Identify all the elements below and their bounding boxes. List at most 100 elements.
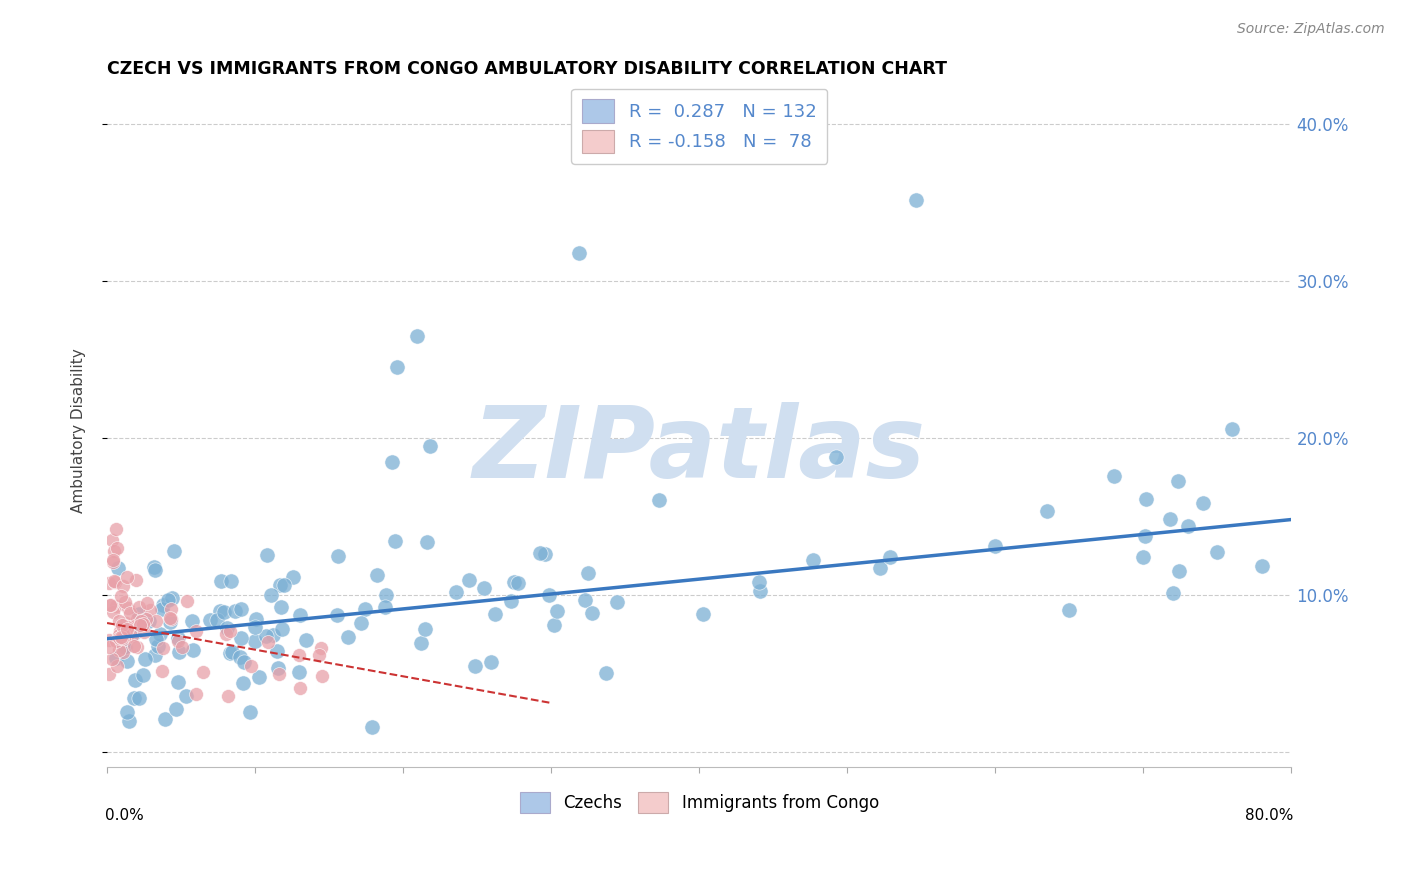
Text: Source: ZipAtlas.com: Source: ZipAtlas.com [1237,22,1385,37]
Point [411,635,433,649]
Point [209,574,232,588]
Point [152,641,174,656]
Point [174,689,197,703]
Point [110,589,132,603]
Point [159,611,181,625]
Text: CZECH VS IMMIGRANTS FROM CONGO AMBULATORY DISABILITY CORRELATION CHART: CZECH VS IMMIGRANTS FROM CONGO AMBULATOR… [107,60,948,78]
Point [568,246,591,260]
Point [145,632,167,646]
Point [384,534,406,549]
Point [1161,586,1184,600]
Point [229,602,252,616]
Point [1159,511,1181,525]
Point [534,548,557,562]
Point [98,599,121,613]
Point [648,493,671,508]
Point [143,560,166,574]
Point [149,627,172,641]
Point [1167,474,1189,488]
Point [104,633,127,648]
Point [163,543,186,558]
Point [167,645,190,659]
Point [336,630,359,644]
Point [138,614,160,628]
Point [254,629,277,643]
Point [108,624,131,638]
Point [115,622,138,636]
Point [207,613,229,627]
Point [114,640,136,655]
Point [107,561,129,575]
Point [104,575,127,590]
Point [288,608,311,623]
Point [122,626,145,640]
Point [208,604,231,618]
Point [374,588,396,602]
Point [905,193,928,207]
Point [243,620,266,634]
Point [239,659,262,673]
Point [415,622,437,636]
Point [416,534,439,549]
Point [166,631,188,645]
Point [127,612,149,626]
Point [156,593,179,607]
Point [134,652,156,666]
Point [270,599,292,614]
Point [117,628,139,642]
Point [101,553,124,567]
Point [112,579,135,593]
Point [214,605,236,619]
Point [472,581,495,595]
Point [103,574,125,588]
Point [217,690,239,704]
Point [1220,422,1243,436]
Point [1133,529,1156,543]
Point [117,714,139,728]
Point [181,643,204,657]
Text: 80.0%: 80.0% [1246,808,1294,822]
Point [692,607,714,621]
Point [1059,603,1081,617]
Point [825,450,848,465]
Point [287,648,309,662]
Point [184,687,207,701]
Point [219,646,242,660]
Point [267,661,290,675]
Point [247,670,270,684]
Point [269,578,291,592]
Point [124,573,146,587]
Point [108,628,131,642]
Point [229,632,252,646]
Point [125,640,148,655]
Point [153,712,176,726]
Point [107,541,129,555]
Point [288,665,311,679]
Point [135,596,157,610]
Point [458,573,481,587]
Point [110,630,132,644]
Point [1102,468,1125,483]
Point [159,615,181,629]
Point [801,553,824,567]
Point [381,454,404,468]
Point [387,360,409,375]
Point [143,648,166,662]
Point [121,629,143,643]
Point [115,706,138,720]
Point [160,602,183,616]
Point [114,595,136,609]
Point [160,612,183,626]
Point [325,608,347,623]
Point [115,620,138,634]
Point [869,561,891,575]
Point [260,588,283,602]
Point [108,642,131,657]
Point [1250,559,1272,574]
Point [129,618,152,632]
Point [167,675,190,690]
Point [281,570,304,584]
Point [115,570,138,584]
Text: 0.0%: 0.0% [104,808,143,822]
Point [117,601,139,615]
